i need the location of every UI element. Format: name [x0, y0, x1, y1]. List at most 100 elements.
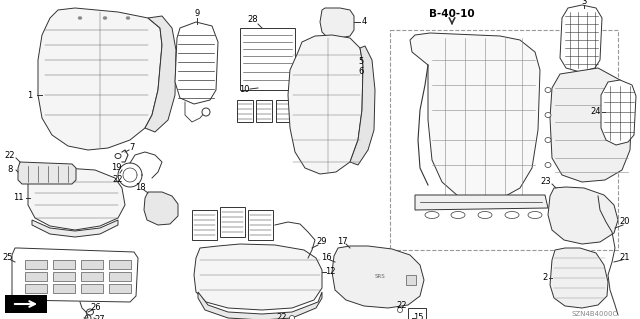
Polygon shape [288, 35, 363, 174]
Bar [53, 260, 75, 269]
Text: 16: 16 [321, 254, 332, 263]
Bar [53, 284, 75, 293]
Text: 12: 12 [324, 268, 335, 277]
Polygon shape [550, 248, 608, 308]
Text: 19: 19 [111, 164, 121, 173]
Text: 25: 25 [3, 254, 13, 263]
Text: FR.: FR. [26, 300, 40, 308]
Text: 20: 20 [620, 218, 630, 226]
Ellipse shape [330, 71, 335, 79]
Bar [276, 100, 292, 122]
Text: 7: 7 [129, 144, 134, 152]
Bar [248, 210, 273, 240]
Bar [406, 275, 416, 285]
Polygon shape [144, 192, 178, 225]
Polygon shape [415, 195, 548, 210]
Ellipse shape [545, 113, 551, 117]
Polygon shape [320, 8, 354, 38]
Polygon shape [332, 246, 424, 308]
Ellipse shape [78, 17, 82, 19]
Text: SRS: SRS [374, 275, 385, 279]
Ellipse shape [103, 17, 107, 19]
Ellipse shape [330, 56, 335, 64]
Polygon shape [560, 5, 602, 72]
Text: 22: 22 [276, 314, 287, 319]
Text: 5: 5 [358, 57, 364, 66]
Polygon shape [198, 292, 322, 319]
Polygon shape [350, 46, 375, 165]
Text: 6: 6 [358, 68, 364, 77]
Ellipse shape [478, 211, 492, 219]
Text: 1: 1 [28, 91, 33, 100]
Polygon shape [194, 244, 322, 310]
Ellipse shape [545, 87, 551, 93]
Bar [408, 308, 426, 319]
Polygon shape [548, 187, 618, 244]
Text: 26: 26 [91, 303, 101, 313]
Bar [109, 272, 131, 281]
Ellipse shape [126, 17, 130, 19]
Text: 29: 29 [317, 238, 327, 247]
Polygon shape [601, 80, 636, 145]
Text: 10: 10 [239, 85, 249, 93]
Text: 28: 28 [248, 16, 259, 25]
Ellipse shape [115, 153, 121, 159]
Polygon shape [550, 68, 632, 182]
Ellipse shape [505, 211, 519, 219]
Polygon shape [410, 33, 540, 200]
Bar [53, 272, 75, 281]
Bar [25, 272, 47, 281]
Bar [5, 295, 47, 313]
Text: 9: 9 [195, 10, 200, 19]
Ellipse shape [545, 162, 551, 167]
Bar [81, 272, 103, 281]
Ellipse shape [528, 211, 542, 219]
Polygon shape [145, 16, 176, 132]
Polygon shape [38, 8, 162, 150]
Bar [81, 260, 103, 269]
Ellipse shape [344, 61, 349, 69]
Bar [109, 260, 131, 269]
Bar [390, 30, 618, 250]
Bar [25, 260, 47, 269]
Text: 17: 17 [337, 238, 348, 247]
Text: 4: 4 [362, 18, 367, 26]
Ellipse shape [545, 137, 551, 143]
Text: 3: 3 [581, 0, 587, 6]
Text: 22: 22 [113, 175, 124, 184]
Ellipse shape [86, 309, 93, 315]
Polygon shape [12, 248, 138, 302]
Text: 2: 2 [542, 273, 548, 283]
Text: 21: 21 [620, 254, 630, 263]
Bar [25, 284, 47, 293]
Bar [81, 284, 103, 293]
Ellipse shape [451, 211, 465, 219]
Text: 15: 15 [413, 314, 423, 319]
Ellipse shape [305, 256, 312, 263]
Ellipse shape [85, 315, 91, 319]
Text: SZN4B4000C: SZN4B4000C [572, 311, 618, 317]
Text: 11: 11 [13, 194, 23, 203]
Ellipse shape [425, 211, 439, 219]
Polygon shape [32, 220, 118, 237]
Bar [220, 207, 245, 237]
Polygon shape [18, 162, 76, 184]
Text: 18: 18 [134, 183, 145, 192]
Bar [240, 28, 295, 90]
Ellipse shape [397, 308, 403, 313]
Text: 24: 24 [591, 108, 601, 116]
Text: 8: 8 [7, 166, 13, 174]
Bar [192, 210, 217, 240]
Text: 23: 23 [541, 177, 551, 187]
Polygon shape [28, 168, 125, 230]
Bar [256, 100, 272, 122]
Text: 27: 27 [95, 315, 106, 319]
Bar [237, 100, 253, 122]
Text: B-40-10: B-40-10 [429, 9, 475, 19]
Polygon shape [175, 22, 218, 104]
Ellipse shape [202, 108, 210, 116]
Text: 22: 22 [397, 301, 407, 310]
Ellipse shape [289, 315, 294, 319]
Text: 22: 22 [4, 152, 15, 160]
Bar [109, 284, 131, 293]
